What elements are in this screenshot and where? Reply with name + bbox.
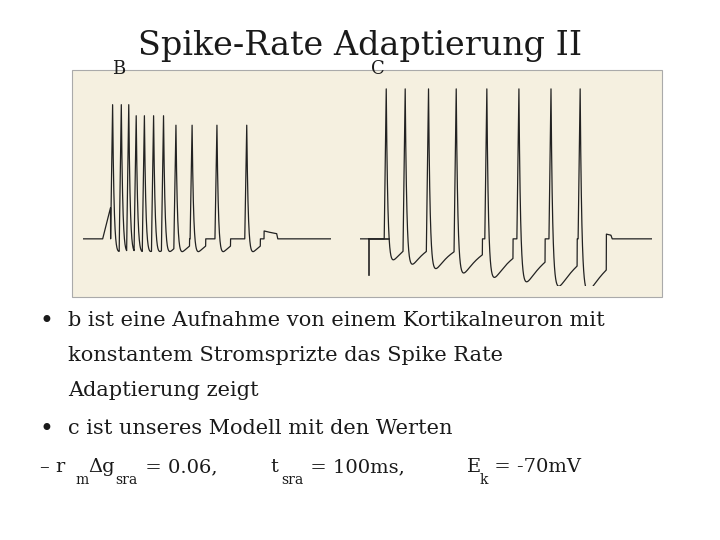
Text: C: C: [371, 60, 384, 78]
Text: = 0.06,: = 0.06,: [139, 458, 217, 476]
Text: k: k: [480, 474, 488, 488]
Text: •: •: [40, 310, 53, 334]
Bar: [72, 70, 662, 297]
Text: Adaptierung zeigt: Adaptierung zeigt: [68, 381, 259, 400]
Text: c ist unseres Modell mit den Werten: c ist unseres Modell mit den Werten: [68, 418, 453, 437]
Text: – r: – r: [40, 458, 65, 476]
Text: sra: sra: [115, 474, 138, 488]
Text: = 100ms,: = 100ms,: [304, 458, 405, 476]
Text: Δg: Δg: [88, 458, 114, 476]
Text: t: t: [270, 458, 278, 476]
Text: sra: sra: [281, 474, 303, 488]
Text: m: m: [76, 474, 89, 488]
Text: B: B: [112, 60, 125, 78]
Text: •: •: [40, 418, 53, 442]
Text: = -70mV: = -70mV: [488, 458, 581, 476]
Text: konstantem Stromsprizte das Spike Rate: konstantem Stromsprizte das Spike Rate: [68, 346, 503, 365]
Text: E: E: [467, 458, 481, 476]
Text: b ist eine Aufnahme von einem Kortikalneuron mit: b ist eine Aufnahme von einem Kortikalne…: [68, 310, 605, 329]
Text: Spike-Rate Adaptierung II: Spike-Rate Adaptierung II: [138, 30, 582, 62]
